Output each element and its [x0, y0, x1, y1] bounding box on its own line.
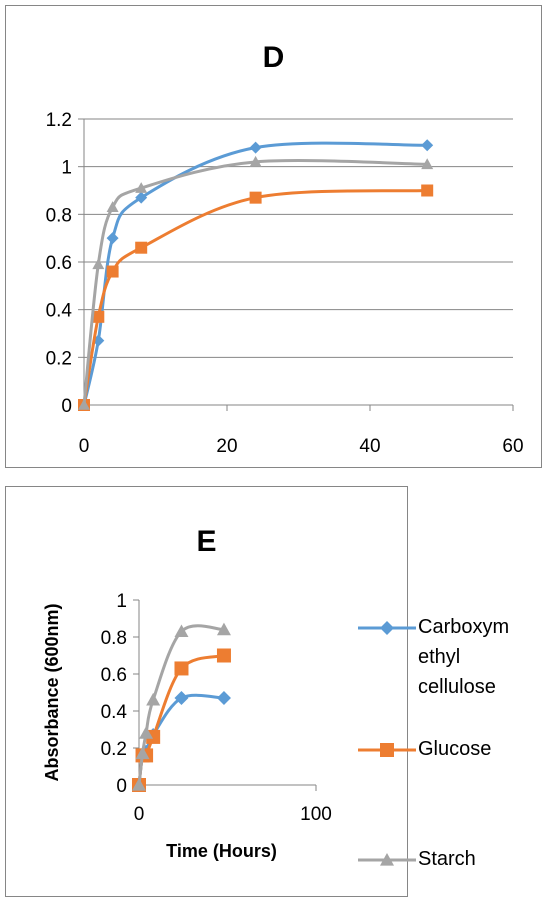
legend-marker — [380, 743, 394, 757]
legend-label-line: Carboxym — [418, 616, 510, 638]
legend-label: Starch — [418, 844, 538, 874]
y-tick-label: 0.6 — [46, 253, 72, 274]
data-point — [139, 726, 154, 739]
data-point — [106, 265, 119, 278]
legend-label-line: ethyl — [418, 646, 461, 668]
y-tick-label: 0.2 — [46, 348, 72, 369]
data-point — [421, 139, 434, 152]
data-point — [249, 155, 262, 167]
legend-label-line: cellulose — [418, 676, 496, 698]
y-tick-label: 0 — [61, 396, 72, 417]
chart-e-plot: 0 0.2 0.4 0.6 0.8 1 0 100 Time (Hours) Absorbance… — [42, 591, 332, 861]
x-tick-label: 20 — [216, 436, 237, 457]
y-tick-label: 1 — [116, 591, 127, 612]
data-point — [216, 648, 231, 663]
y-tick-label: 0.2 — [101, 739, 127, 760]
y-tick-label: 0.8 — [101, 628, 127, 649]
legend-marker — [380, 621, 394, 635]
data-point — [106, 201, 119, 212]
legend-label-line: Starch — [418, 848, 476, 870]
x-tick-label: 60 — [502, 436, 523, 457]
data-point — [174, 624, 189, 638]
data-point — [78, 399, 90, 410]
y-tick-label: 0.4 — [46, 301, 73, 322]
legend-item-glucose: Glucose — [358, 734, 538, 766]
x-tick-label: 0 — [79, 436, 90, 457]
series-starch — [132, 622, 231, 791]
x-tick-label: 40 — [359, 436, 380, 457]
data-point — [174, 661, 189, 676]
data-point — [174, 691, 189, 706]
chart-e-legend: Carboxym ethyl cellulose Glucose Starch — [358, 612, 538, 872]
data-point — [135, 746, 150, 760]
series-carboxymethyl-cellulose — [78, 139, 434, 411]
series-line — [82, 159, 428, 406]
data-point — [92, 258, 105, 270]
chart-d-title: D — [262, 41, 285, 74]
y-tick-label: 1 — [61, 158, 72, 179]
y-tick-label: 0.4 — [101, 702, 128, 723]
y-tick-label: 0.8 — [46, 205, 72, 226]
chart-e-title: E — [196, 525, 217, 558]
data-point — [135, 241, 148, 254]
y-tick-label: 0 — [116, 776, 127, 797]
data-point — [146, 692, 161, 706]
data-point — [135, 191, 148, 204]
chart-d-plot: 0 0.2 0.4 0.6 0.8 1 1.2 0 20 40 60 — [46, 110, 524, 457]
y-tick-label: 1.2 — [46, 110, 72, 131]
legend-item-carboxymethyl-cellulose: Carboxym ethyl cellulose — [358, 612, 538, 707]
data-point — [249, 141, 262, 154]
x-tick-label: 0 — [134, 804, 145, 825]
legend-item-starch: Starch — [358, 844, 538, 876]
legend-label: Carboxym ethyl cellulose — [418, 612, 538, 702]
legend-marker — [380, 853, 394, 866]
legend-label: Glucose — [418, 734, 538, 764]
legend-swatch — [358, 621, 416, 635]
series-starch — [78, 155, 434, 410]
legend-swatch — [358, 853, 416, 866]
x-tick-label: 100 — [300, 804, 332, 825]
chart-d-panel: D 0 0.2 0.4 0.6 0.8 1 1.2 0 20 40 60 — [5, 5, 542, 468]
data-point — [421, 158, 434, 170]
data-point — [249, 191, 262, 204]
data-point — [135, 182, 148, 193]
legend-label-line: Glucose — [418, 738, 492, 760]
x-axis-title: Time (Hours) — [166, 841, 277, 861]
series-line — [82, 141, 428, 406]
y-tick-label: 0.6 — [101, 665, 127, 686]
series-glucose — [78, 184, 434, 411]
data-point — [92, 310, 105, 323]
data-point — [106, 232, 119, 245]
legend-swatch — [358, 743, 416, 757]
data-point — [132, 778, 146, 791]
data-point — [421, 184, 434, 197]
data-point — [216, 691, 231, 706]
data-point — [216, 622, 231, 636]
chart-e-panel: E 0 0.2 0.4 0.6 0.8 1 0 100 Time (Hours) Absorban… — [5, 486, 509, 897]
series-line — [82, 189, 428, 406]
y-axis-title: Absorbance (600nm) — [42, 603, 62, 781]
